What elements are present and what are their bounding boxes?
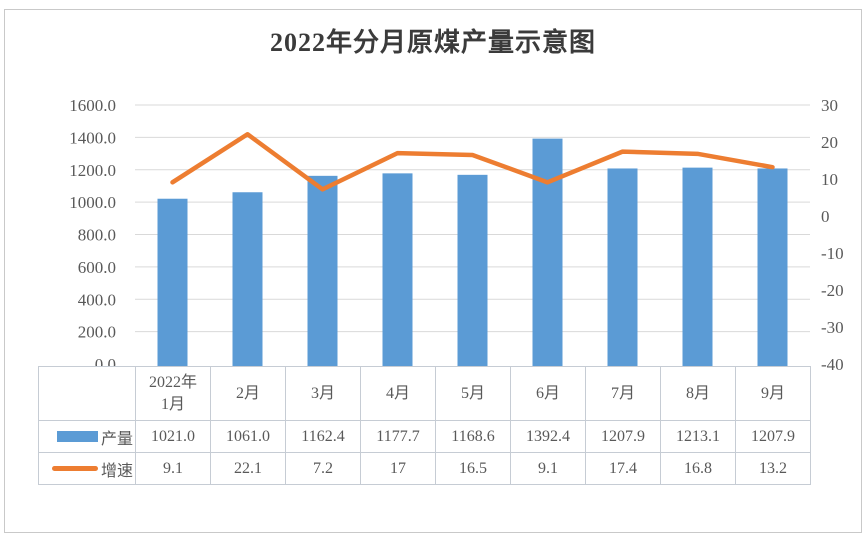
table-corner-spacer [38,366,136,421]
value-cell-增速-6: 9.1 [510,452,586,485]
value-cell-增速-4: 17 [360,452,436,485]
line-legend-swatch-icon [51,466,98,471]
right-axis-tick-label: 10 [821,170,838,189]
left-axis-tick-label: 1600.0 [69,96,116,115]
right-axis-tick-label: -40 [821,355,844,374]
bar-legend-swatch-icon [56,431,98,442]
bar-7月[interactable] [607,168,638,366]
right-axis-tick-label: 20 [821,133,838,152]
growth-rate-line[interactable] [170,131,775,192]
value-cell-增速-3: 7.2 [285,452,361,485]
chart-title: 2022年分月原煤产量示意图 [269,28,596,57]
category-cell-6: 6月 [510,366,586,421]
category-header-row: 2022年 1月 2月 3月 4月 5月 6月 7月 8月 9月 [38,366,811,421]
series-row-增速: 增速 9.1 22.1 7.2 17 16.5 9.1 17.4 16.8 13.2 [38,452,811,485]
left-axis-tick-label: 1400.0 [69,128,116,147]
bar-8月[interactable] [682,167,713,366]
value-cell-增速-8: 16.8 [660,452,736,485]
value-cell-产量-5: 1168.6 [435,420,511,453]
left-axis-tick-label: 1000.0 [69,193,116,212]
value-cell-产量-3: 1162.4 [285,420,361,453]
legend-label: 产量 [100,430,133,448]
series-row-产量: 产量 1021.0 1061.0 1162.4 1177.7 1168.6 1392.4 12… [38,420,811,453]
value-cell-产量-7: 1207.9 [585,420,661,453]
bar-9月[interactable] [757,168,788,366]
value-cell-增速-7: 17.4 [585,452,661,485]
legend-label: 增速 [100,462,133,480]
left-axis-tick-label: 800.0 [78,226,116,245]
bar-6月[interactable] [532,138,563,366]
value-cell-产量-6: 1392.4 [510,420,586,453]
category-cell-8: 8月 [660,366,736,421]
value-cell-产量-9: 1207.9 [735,420,811,453]
category-cell-1: 2022年 1月 [135,366,211,421]
category-cell-4: 4月 [360,366,436,421]
value-cell-增速-9: 13.2 [735,452,811,485]
category-cell-3: 3月 [285,366,361,421]
right-axis-tick-label: -10 [821,244,844,263]
value-cell-产量-1: 1021.0 [135,420,211,453]
value-cell-产量-2: 1061.0 [210,420,286,453]
bar-2月[interactable] [232,192,263,366]
bar-4月[interactable] [382,173,413,366]
bar-2022年1月[interactable] [157,198,188,366]
value-cell-增速-1: 9.1 [135,452,211,485]
left-axis-tick-label: 400.0 [78,290,116,309]
chart-data-table: 2022年 1月 2月 3月 4月 5月 6月 7月 8月 9月 产量 1021.0 1061.0 11… [38,366,811,485]
category-cell-9: 9月 [735,366,811,421]
right-axis-tick-label: -20 [821,281,844,300]
category-cell-7: 7月 [585,366,661,421]
right-axis-tick-label: 0 [821,207,830,226]
legend-cell-增速: 增速 [38,452,136,485]
value-cell-产量-8: 1213.1 [660,420,736,453]
category-cell-2: 2月 [210,366,286,421]
category-cell-5: 5月 [435,366,511,421]
value-cell-产量-4: 1177.7 [360,420,436,453]
right-axis-tick-label: 30 [821,96,838,115]
legend-cell-产量: 产量 [38,420,136,453]
bar-3月[interactable] [307,175,338,366]
left-axis-tick-label: 200.0 [78,323,116,342]
left-axis-tick-label: 600.0 [78,258,116,277]
left-axis-tick-label: 1200.0 [69,161,116,180]
right-axis-tick-label: -30 [821,318,844,337]
value-cell-增速-2: 22.1 [210,452,286,485]
bar-5月[interactable] [457,174,488,366]
value-cell-增速-5: 16.5 [435,452,511,485]
